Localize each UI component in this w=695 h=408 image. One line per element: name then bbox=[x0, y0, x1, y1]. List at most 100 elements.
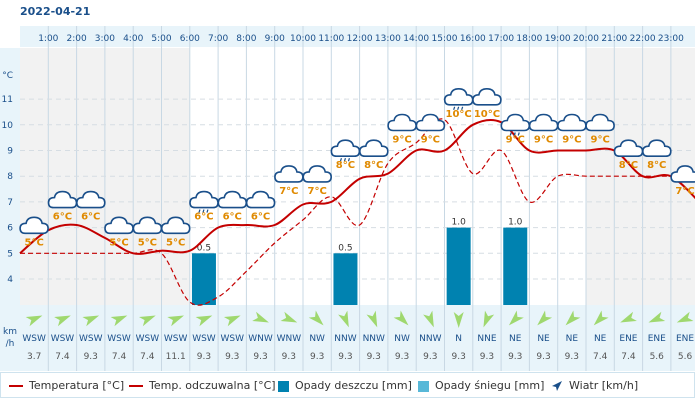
hour-tick-label: 13:00 bbox=[375, 34, 401, 44]
temperature-axis: °C 4 5 6 7 8 9 10 11 km/h bbox=[2, 71, 17, 349]
hour-tick-label: 18:00 bbox=[516, 34, 542, 44]
raindrop-icon bbox=[339, 158, 343, 162]
wind-direction-label: WSW bbox=[192, 334, 216, 344]
wind-direction-label: NNW bbox=[334, 334, 356, 344]
wind-direction-label: WSW bbox=[51, 334, 75, 344]
cloud-icon bbox=[585, 113, 615, 132]
wind-arrow-icon bbox=[508, 310, 524, 326]
wind-arrow-icon bbox=[338, 310, 349, 328]
raindrop-icon bbox=[513, 132, 516, 136]
temperature-value-label: 5°C bbox=[138, 237, 157, 248]
cloud-icon bbox=[557, 113, 587, 132]
hour-tick-label: 21:00 bbox=[601, 34, 627, 44]
rain-bar-label: 1.0 bbox=[508, 218, 523, 228]
temperature-value-label: 9°C bbox=[591, 135, 610, 146]
temperature-tick-label: 10 bbox=[2, 121, 14, 131]
temperature-tick-label: 11 bbox=[2, 95, 13, 105]
hour-tick-label: 10:00 bbox=[290, 34, 316, 44]
wind-arrow-icon bbox=[366, 310, 378, 328]
legend-temperature-swatch bbox=[9, 385, 23, 387]
temperature-value-label: 8°C bbox=[647, 160, 666, 171]
wind-speed-label: 9.3 bbox=[451, 352, 465, 362]
temperature-value-label: 10°C bbox=[446, 109, 472, 120]
wind-speed-label: 5.6 bbox=[650, 352, 665, 362]
temperature-axis-band bbox=[0, 48, 20, 305]
chart-date: 2022-04-21 bbox=[20, 5, 91, 18]
rain-bar-label: 0.5 bbox=[197, 243, 211, 253]
wind-arrow-icon bbox=[82, 315, 100, 327]
cloud-rain-icon bbox=[500, 113, 531, 132]
legend-feels-like-label: Temp. odczuwalna [°C] bbox=[149, 379, 276, 392]
legend-rain-label: Opady deszczu [mm] bbox=[295, 379, 412, 392]
wind-speed-label: 9.3 bbox=[225, 352, 239, 362]
wind-direction-label: ENE bbox=[619, 334, 637, 344]
wind-speed-label: 5.6 bbox=[678, 352, 693, 362]
hour-tick-label: 1:00 bbox=[38, 34, 58, 44]
hour-tick-label: 2:00 bbox=[66, 34, 86, 44]
temperature-tick-label: 8 bbox=[7, 172, 13, 182]
temperature-value-label: 8°C bbox=[619, 160, 638, 171]
wind-speed-label: 9.3 bbox=[253, 352, 267, 362]
temperature-value-label: 6°C bbox=[194, 212, 213, 223]
wind-direction-label: NNE bbox=[477, 334, 496, 344]
hour-tick-label: 23:00 bbox=[658, 34, 684, 44]
weather-icons: 5°C 6°C 6°C 5°C 5°C 5°C 6°C 6°C 6°C 7°C 7°C 8°C 8°C 9… bbox=[19, 88, 695, 248]
wind-unit-label: /h bbox=[6, 339, 15, 349]
cloud-rain-icon bbox=[443, 88, 474, 106]
cloud-icon bbox=[245, 190, 276, 209]
wind-direction-label: WNW bbox=[277, 334, 302, 344]
temperature-value-label: 7°C bbox=[308, 186, 327, 197]
raindrop-icon bbox=[347, 158, 351, 162]
cloud-icon bbox=[387, 113, 417, 132]
wind-speed-label: 7.4 bbox=[621, 352, 636, 362]
wind-arrow-icon bbox=[676, 311, 694, 323]
wind-direction-label: WSW bbox=[22, 334, 46, 344]
wind-direction-label: NE bbox=[537, 334, 550, 344]
wind-speed-label: 3.7 bbox=[27, 352, 41, 362]
legend-temperature: Temperatura [°C] bbox=[9, 379, 124, 392]
raindrop-icon bbox=[343, 158, 347, 162]
raindrop-icon bbox=[461, 106, 464, 110]
hour-tick-label: 14:00 bbox=[403, 34, 429, 44]
temperature-unit-label: °C bbox=[2, 71, 13, 81]
wind-speed-label: 9.3 bbox=[536, 352, 550, 362]
wind-direction-label: NNW bbox=[363, 334, 385, 344]
temperature-value-label: 5°C bbox=[25, 237, 44, 248]
wind-speed-label: 9.3 bbox=[338, 352, 352, 362]
hour-tick-label: 6:00 bbox=[180, 34, 200, 44]
temperature-tick-label: 5 bbox=[7, 249, 13, 259]
temperature-lines bbox=[19, 118, 695, 306]
hour-tick-label: 19:00 bbox=[545, 34, 571, 44]
wind-speed-label: 9.3 bbox=[508, 352, 522, 362]
wind-arrow-icon bbox=[537, 310, 553, 326]
legend-temperature-label: Temperatura [°C] bbox=[29, 379, 125, 392]
temperature-line bbox=[19, 118, 695, 255]
raindrop-icon bbox=[509, 132, 512, 136]
rain-bar-label: 0.5 bbox=[338, 243, 352, 253]
wind-speed-label: 9.3 bbox=[480, 352, 494, 362]
wind-direction-label: NW bbox=[309, 334, 325, 344]
wind-direction-label: WSW bbox=[220, 334, 244, 344]
wind-direction-label: WNW bbox=[248, 334, 273, 344]
hour-tick-label: 9:00 bbox=[265, 34, 285, 44]
legend-snow-swatch bbox=[418, 380, 429, 392]
wind-arrow-icon bbox=[593, 310, 609, 326]
legend-snow: Opady śniegu [mm] bbox=[418, 379, 544, 392]
legend-feels-like: Temp. odczuwalna [°C] bbox=[129, 379, 276, 392]
cloud-icon bbox=[302, 165, 333, 183]
raindrop-icon bbox=[206, 209, 209, 213]
wind-arrow-icon bbox=[620, 311, 637, 323]
temperature-value-label: 9°C bbox=[562, 135, 581, 146]
wind-arrow-icon bbox=[393, 310, 409, 326]
hour-axis-band bbox=[20, 26, 695, 47]
wind-speed-label: 9.3 bbox=[197, 352, 211, 362]
temperature-tick-label: 6 bbox=[7, 224, 13, 234]
temperature-value-label: 5°C bbox=[109, 237, 128, 248]
wind-speed-label: 9.3 bbox=[84, 352, 98, 362]
wind-direction-label: NE bbox=[566, 334, 579, 344]
cloud-rain-icon bbox=[330, 139, 361, 157]
wind-arrow-icon bbox=[483, 310, 495, 328]
raindrop-icon bbox=[198, 209, 201, 213]
wind-speed-label: 7.4 bbox=[112, 352, 127, 362]
cloud-icon bbox=[528, 113, 559, 132]
